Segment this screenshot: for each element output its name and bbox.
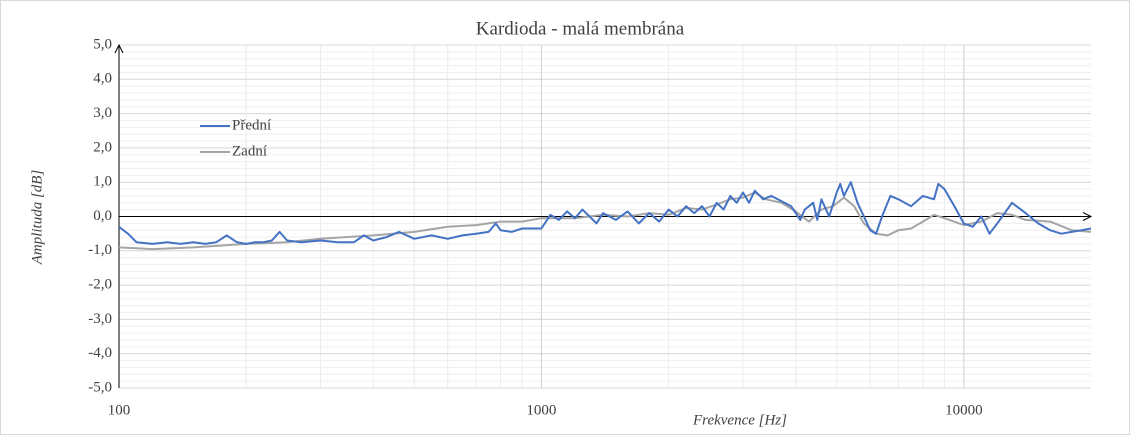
x-tick-label: 10000 xyxy=(945,402,983,418)
legend-label: Zadní xyxy=(232,143,267,159)
y-axis-label: Amplituda [dB] xyxy=(29,170,45,266)
y-tick-label: -1,0 xyxy=(88,242,112,258)
y-axis-arrow xyxy=(114,43,124,54)
chart-title: Kardioda - malá membrána xyxy=(476,18,685,39)
y-tick-label: -4,0 xyxy=(88,345,112,361)
y-tick-label: 1,0 xyxy=(93,174,112,190)
x-axis-arrow xyxy=(1082,212,1093,221)
y-tick-label: -2,0 xyxy=(88,277,112,293)
legend-label: Přední xyxy=(232,117,271,133)
y-tick-label: 4,0 xyxy=(93,71,112,87)
x-tick-label: 1000 xyxy=(526,402,556,418)
y-tick-label: -3,0 xyxy=(88,311,112,327)
y-tick-label: 3,0 xyxy=(93,105,112,121)
x-tick-label: 100 xyxy=(108,402,131,418)
y-tick-label: 5,0 xyxy=(93,36,112,52)
series-line xyxy=(118,181,1092,245)
x-axis-label: Frekvence [Hz] xyxy=(692,412,787,428)
y-tick-label: -5,0 xyxy=(88,379,112,395)
y-tick-label: 2,0 xyxy=(93,139,112,155)
y-tick-label: 0,0 xyxy=(93,208,112,224)
